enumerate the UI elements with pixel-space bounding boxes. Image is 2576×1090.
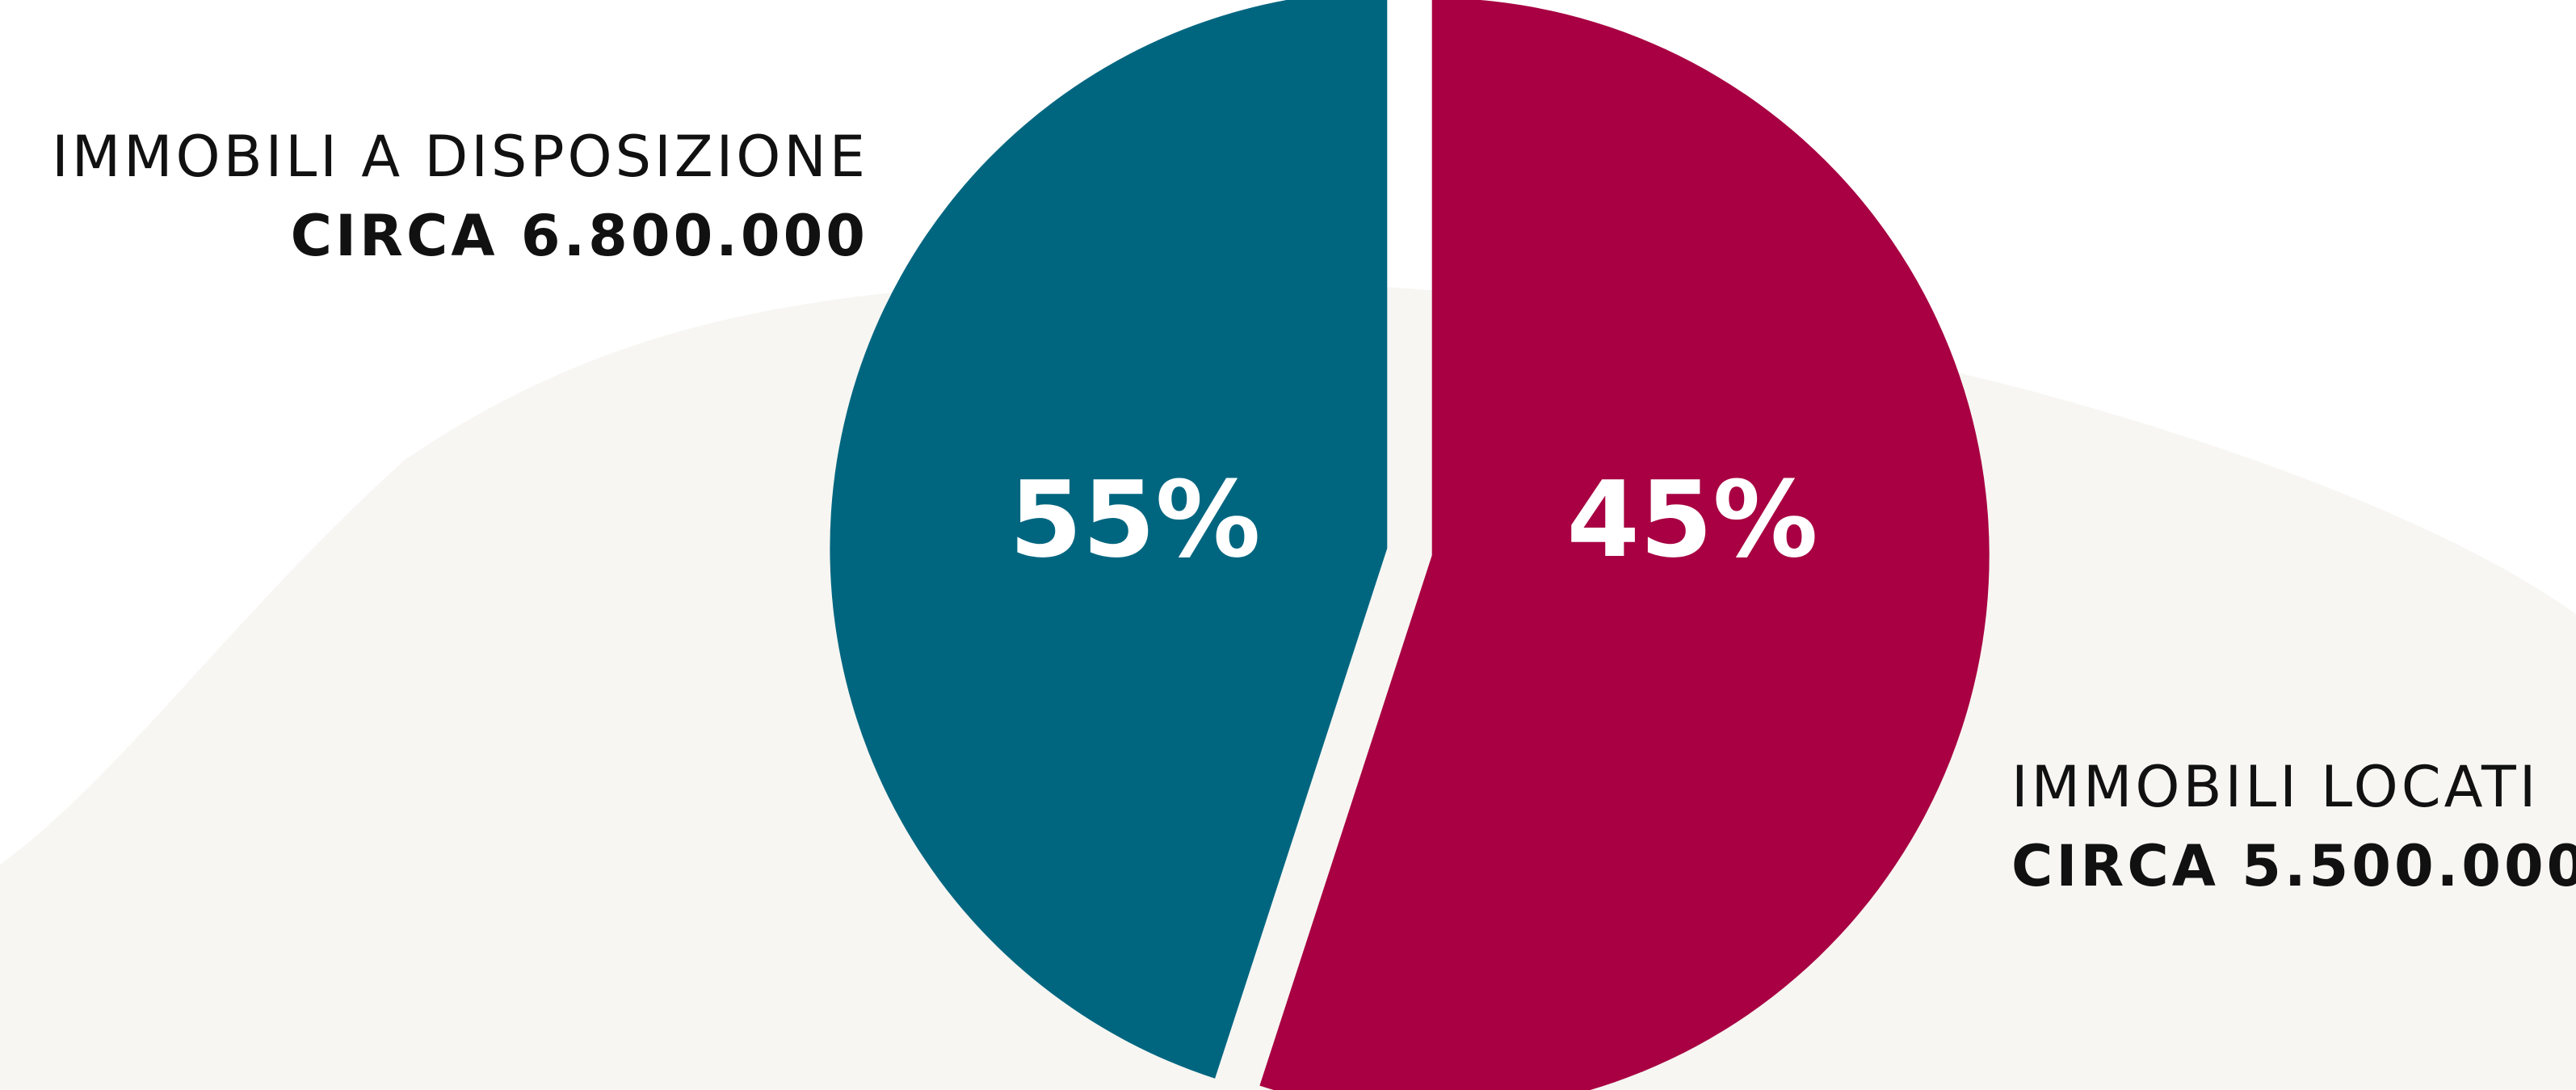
slice-label-amount: CIRCA 6.800.000 (290, 203, 868, 269)
slice-label-title: IMMOBILI LOCATI (2011, 754, 2540, 820)
slice-label-immobili-locati: IMMOBILI LOCATI CIRCA 5.500.000 (2011, 747, 2576, 906)
percent-labels: 55% 45% (1009, 458, 1817, 581)
pie-percent-label-1: 55% (1009, 458, 1260, 581)
pie-slice-2 (830, 0, 1388, 1079)
slice-label-title: IMMOBILI A DISPOSIZIONE (52, 124, 868, 190)
pie-slice-1 (1259, 0, 1990, 1090)
slice-label-immobili-a-disposizione: IMMOBILI A DISPOSIZIONE CIRCA 6.800.000 (52, 117, 868, 276)
slice-label-amount: CIRCA 5.500.000 (2011, 833, 2576, 899)
pie-percent-label-2: 45% (1566, 458, 1817, 581)
pie-slices (830, 0, 1990, 1090)
